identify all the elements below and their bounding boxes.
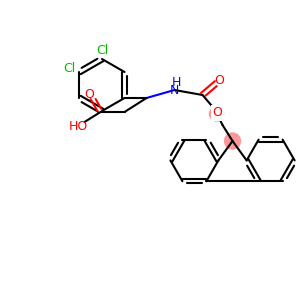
Circle shape [224,133,241,149]
Text: O: O [85,88,94,100]
Text: O: O [213,106,223,119]
Text: O: O [214,74,224,86]
Text: N: N [170,85,179,98]
Text: Cl: Cl [96,44,108,58]
Text: HO: HO [69,119,88,133]
Text: Cl: Cl [63,61,76,74]
Circle shape [209,107,224,121]
Text: H: H [172,76,181,89]
